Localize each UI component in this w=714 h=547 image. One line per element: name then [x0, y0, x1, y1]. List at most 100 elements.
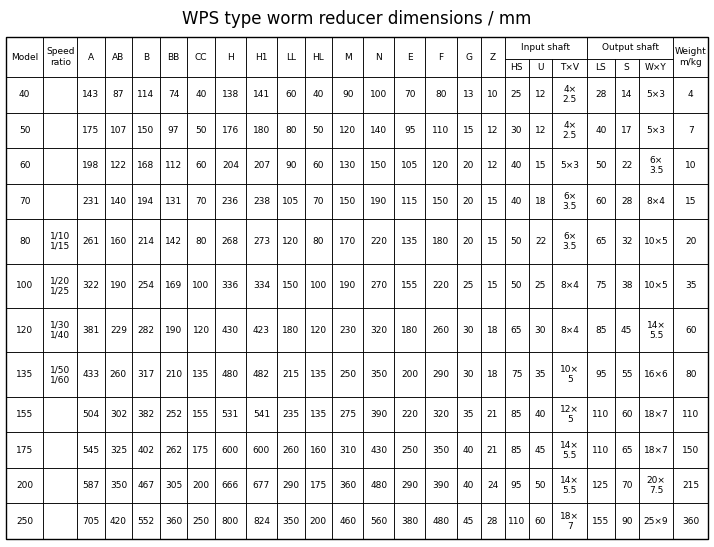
Bar	[673, 264, 708, 308]
Bar	[305, 468, 332, 503]
Bar	[6, 37, 44, 77]
Bar	[456, 308, 481, 352]
Bar	[481, 503, 505, 539]
Text: 100: 100	[370, 90, 388, 99]
Bar	[105, 184, 132, 219]
Text: 135: 135	[310, 410, 327, 419]
Text: 252: 252	[165, 410, 182, 419]
Bar	[456, 184, 481, 219]
Text: 290: 290	[401, 481, 418, 490]
Text: 180: 180	[401, 325, 418, 335]
Text: 15: 15	[463, 126, 474, 135]
Text: 4×
2.5: 4× 2.5	[563, 121, 577, 140]
Text: 18: 18	[487, 325, 498, 335]
Bar	[246, 219, 277, 264]
Bar	[639, 397, 673, 432]
Text: 110: 110	[433, 126, 450, 135]
Bar	[277, 148, 305, 184]
Text: 320: 320	[433, 410, 450, 419]
Text: 60: 60	[285, 90, 296, 99]
Text: 13: 13	[463, 90, 474, 99]
Bar	[673, 308, 708, 352]
Text: 100: 100	[193, 281, 210, 290]
Text: 75: 75	[595, 281, 607, 290]
Bar	[363, 264, 394, 308]
Bar	[481, 148, 505, 184]
Text: 140: 140	[370, 126, 387, 135]
Bar	[77, 113, 105, 148]
Text: 4×
2.5: 4× 2.5	[563, 85, 577, 104]
Text: 220: 220	[401, 410, 418, 419]
Text: 65: 65	[595, 237, 607, 246]
Text: 1/30
1/40: 1/30 1/40	[50, 321, 71, 340]
Bar	[215, 113, 246, 148]
Bar	[105, 264, 132, 308]
Bar	[77, 432, 105, 468]
Text: 150: 150	[433, 197, 450, 206]
Bar	[132, 148, 160, 184]
Text: 282: 282	[138, 325, 154, 335]
Text: B: B	[143, 53, 149, 61]
Text: 175: 175	[193, 446, 210, 455]
Text: 45: 45	[463, 517, 474, 526]
Bar	[394, 184, 426, 219]
Text: 235: 235	[282, 410, 299, 419]
Text: 214: 214	[138, 237, 154, 246]
Text: 150: 150	[282, 281, 299, 290]
Text: 55: 55	[621, 370, 633, 379]
Text: 268: 268	[222, 237, 239, 246]
Text: 600: 600	[253, 446, 270, 455]
Text: 30: 30	[463, 325, 474, 335]
Bar	[305, 148, 332, 184]
Text: 38: 38	[621, 281, 633, 290]
Text: H1: H1	[255, 53, 268, 61]
Bar	[673, 77, 708, 113]
Text: 350: 350	[282, 517, 299, 526]
Text: 160: 160	[110, 237, 127, 246]
Text: WPS type worm reducer dimensions / mm: WPS type worm reducer dimensions / mm	[182, 10, 532, 28]
Bar	[587, 352, 615, 397]
Bar	[332, 352, 363, 397]
Bar	[363, 352, 394, 397]
Text: 135: 135	[401, 237, 418, 246]
Text: 18: 18	[535, 197, 546, 206]
Text: 28: 28	[487, 517, 498, 526]
Text: 10×
5: 10× 5	[560, 365, 579, 384]
Bar	[426, 352, 456, 397]
Bar	[77, 468, 105, 503]
Bar	[528, 264, 553, 308]
Bar	[639, 219, 673, 264]
Text: 20: 20	[685, 237, 696, 246]
Text: H: H	[227, 53, 233, 61]
Bar	[305, 184, 332, 219]
Text: 80: 80	[196, 237, 207, 246]
Bar	[6, 219, 44, 264]
Bar	[305, 308, 332, 352]
Text: 310: 310	[339, 446, 356, 455]
Text: 180: 180	[253, 126, 270, 135]
Text: 18×7: 18×7	[643, 446, 668, 455]
Bar	[77, 219, 105, 264]
Text: 130: 130	[339, 161, 356, 170]
Text: 8×4: 8×4	[560, 325, 579, 335]
Text: 229: 229	[110, 325, 127, 335]
Bar	[426, 308, 456, 352]
Bar	[394, 37, 426, 77]
Bar	[481, 37, 505, 77]
Bar	[639, 77, 673, 113]
Text: 16×6: 16×6	[643, 370, 668, 379]
Bar	[615, 397, 639, 432]
Bar	[77, 308, 105, 352]
Text: 15: 15	[487, 281, 498, 290]
Text: 350: 350	[110, 481, 127, 490]
Bar	[187, 308, 215, 352]
Text: 85: 85	[595, 325, 607, 335]
Text: 50: 50	[595, 161, 607, 170]
Bar	[6, 503, 44, 539]
Text: 35: 35	[685, 281, 696, 290]
Text: 110: 110	[682, 410, 699, 419]
Bar	[639, 352, 673, 397]
Bar	[246, 184, 277, 219]
Text: 238: 238	[253, 197, 270, 206]
Text: 75: 75	[511, 370, 522, 379]
